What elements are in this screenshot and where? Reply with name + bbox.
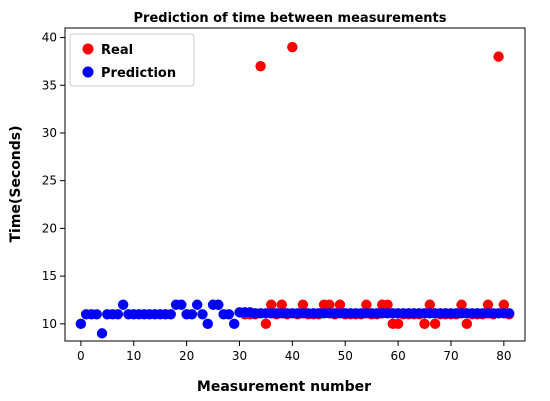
data-point-prediction — [91, 309, 102, 320]
data-point-prediction — [186, 309, 198, 320]
data-point-prediction — [112, 309, 124, 320]
x-tick-label: 80 — [496, 349, 511, 363]
data-point-prediction — [213, 299, 224, 310]
y-axis-label: Time(Seconds) — [8, 125, 24, 242]
legend-label-prediction: Prediction — [101, 66, 176, 81]
data-point-real — [324, 299, 335, 310]
data-point-prediction — [202, 318, 213, 330]
data-point-real — [297, 299, 309, 310]
data-point-prediction — [96, 328, 108, 339]
x-tick-label: 30 — [232, 349, 247, 363]
data-point-real — [456, 299, 467, 310]
data-point-prediction — [197, 309, 208, 320]
data-point-prediction — [117, 299, 129, 310]
data-point-real — [255, 60, 266, 72]
x-tick-label: 60 — [390, 349, 405, 363]
y-tick-label: 35 — [42, 78, 57, 92]
data-point-prediction — [503, 308, 515, 319]
y-tick-label: 20 — [42, 221, 57, 235]
data-point-prediction — [176, 299, 187, 310]
data-points — [75, 41, 515, 339]
data-point-real — [334, 299, 346, 310]
plot-frame — [64, 27, 526, 342]
chart-title: Prediction of time between measurements — [134, 11, 447, 26]
data-point-real — [260, 318, 272, 330]
data-point-real — [382, 299, 393, 310]
data-point-real — [429, 318, 441, 330]
data-point-real — [498, 299, 510, 310]
data-point-real — [424, 299, 436, 310]
data-point-real — [287, 41, 298, 53]
x-tick-label: 10 — [126, 349, 141, 363]
axis-ticks: 0 10 20 30 40 50 60 70 80 10 15 20 25 30 35 40 — [42, 31, 512, 363]
x-tick-label: 0 — [77, 349, 85, 363]
x-tick-label: 40 — [285, 349, 300, 363]
legend-box — [69, 33, 195, 87]
legend-label-real: Real — [101, 43, 133, 58]
data-point-prediction — [223, 309, 235, 320]
data-point-prediction — [191, 299, 203, 310]
y-tick-label: 10 — [42, 317, 57, 331]
y-tick-label: 30 — [42, 126, 57, 140]
x-tick-label: 70 — [443, 349, 458, 363]
data-point-real — [361, 299, 372, 310]
x-axis-label: Measurement number — [197, 379, 371, 395]
data-point-real — [482, 299, 494, 310]
data-point-real — [419, 318, 430, 330]
y-tick-label: 40 — [42, 31, 57, 45]
legend: Real Prediction — [69, 33, 195, 87]
data-point-real — [392, 318, 404, 330]
legend-marker-prediction — [82, 66, 94, 78]
data-point-real — [493, 51, 504, 62]
x-tick-label: 50 — [338, 349, 353, 363]
x-tick-label: 20 — [179, 349, 194, 363]
legend-marker-real — [82, 43, 94, 55]
data-point-prediction — [75, 318, 87, 330]
y-tick-label: 15 — [42, 269, 57, 283]
data-point-prediction — [229, 318, 240, 330]
data-point-real — [276, 299, 287, 310]
data-point-prediction — [165, 309, 176, 320]
y-tick-label: 25 — [42, 174, 57, 188]
data-point-real — [461, 318, 473, 330]
data-point-real — [266, 299, 277, 310]
